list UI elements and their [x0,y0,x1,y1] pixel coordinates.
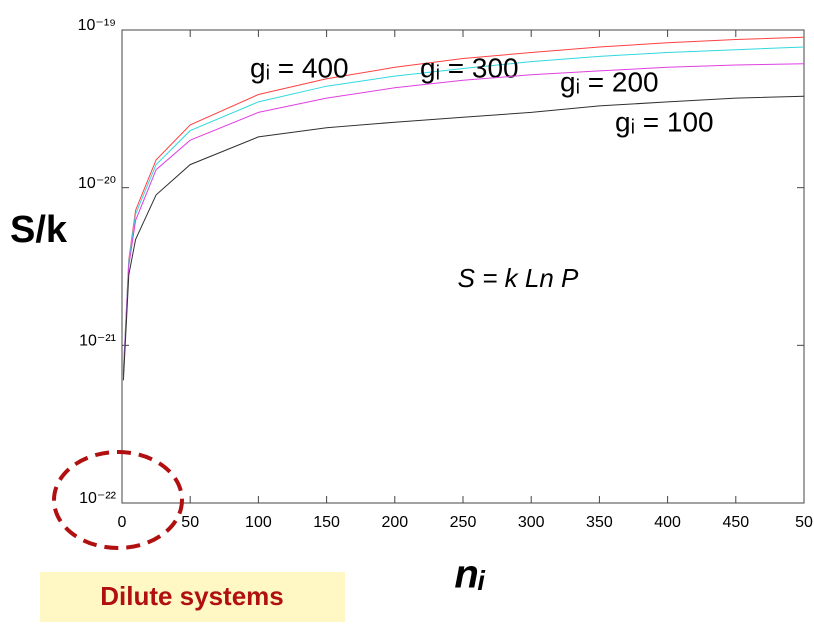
x-tick-label: 50 [181,514,199,531]
y-tick-label: 10⁻²² [79,490,117,507]
series-line [122,95,805,381]
legend-label: gᵢ = 300 [420,52,519,83]
y-axis-label: S/k [10,209,68,251]
y-tick-label: 10⁻²¹ [79,333,116,350]
series-line [122,63,805,375]
x-tick-label: 50 [795,514,813,531]
x-tick-label: 400 [654,514,681,531]
series-line [122,46,805,372]
x-tick-label: 150 [313,514,340,531]
highlight-box [40,572,345,622]
x-axis-label: nᵢ [454,553,485,597]
annotation: S = k Ln P [458,263,579,293]
y-tick-label: 10⁻¹⁹ [78,17,116,34]
x-tick-label: 450 [722,514,749,531]
series-line [122,36,805,371]
x-tick-label: 300 [518,514,545,531]
x-tick-label: 200 [381,514,408,531]
x-tick-label: 100 [245,514,272,531]
y-tick-label: 10⁻²⁰ [78,175,116,192]
legend-label: gᵢ = 100 [615,106,714,137]
x-tick-label: 250 [450,514,477,531]
x-tick-label: 350 [586,514,613,531]
x-tick-label: 0 [118,514,127,531]
annotation: Dilute systems [100,581,284,611]
legend-label: gᵢ = 200 [560,66,659,97]
legend-label: gᵢ = 400 [250,52,349,83]
highlight-circle [52,450,184,550]
